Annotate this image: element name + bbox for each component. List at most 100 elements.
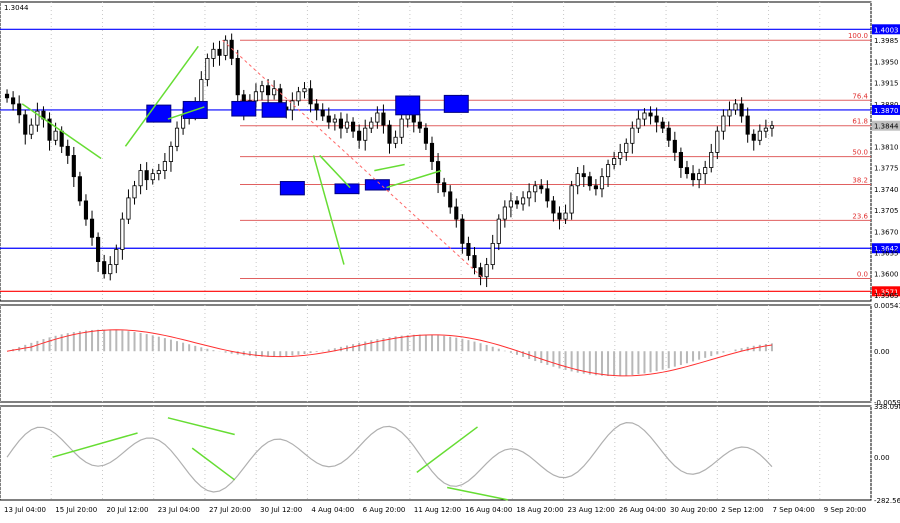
macd-bar — [297, 351, 299, 355]
candle-body — [18, 104, 21, 115]
candle-body — [716, 131, 719, 152]
macd-bar — [510, 351, 512, 353]
price-axis-label: 1.3670 — [874, 228, 899, 236]
candle-body — [746, 116, 749, 134]
macd-bar — [97, 330, 99, 352]
candle-body — [24, 115, 27, 134]
macd-bar — [304, 351, 306, 354]
fib-level-label: 38.2 — [852, 177, 868, 185]
candle-body — [266, 86, 269, 95]
macd-bar — [607, 351, 609, 376]
candle-body — [576, 174, 579, 186]
macd-bar — [558, 351, 560, 368]
macd-bar — [103, 330, 105, 352]
candle-body — [430, 143, 433, 161]
price-axis-label: 1.3915 — [874, 80, 899, 88]
candle-body — [594, 186, 597, 189]
candle-body — [260, 86, 263, 92]
macd-bar — [316, 351, 318, 352]
candle-body — [564, 213, 567, 219]
candle-body — [54, 131, 57, 140]
macd-bar — [631, 351, 633, 375]
macd-bar — [194, 346, 196, 351]
macd-bar — [358, 343, 360, 351]
macd-bar — [352, 344, 354, 351]
candle-body — [169, 146, 172, 161]
macd-bar — [704, 351, 706, 358]
macd-bar — [643, 351, 645, 373]
macd-bar — [692, 351, 694, 361]
price-axis-label: 1.3565 — [874, 292, 899, 300]
macd-bar — [91, 330, 93, 351]
candle-body — [133, 186, 136, 198]
candle-body — [424, 128, 427, 143]
macd-bar — [722, 351, 724, 352]
x-axis-label: 6 Aug 20:00 — [363, 506, 406, 514]
candle-body — [764, 128, 767, 131]
macd-bar — [735, 350, 737, 352]
candle-body — [206, 58, 209, 79]
macd-bar — [516, 351, 518, 355]
candle-body — [770, 126, 773, 128]
candle-body — [127, 198, 130, 219]
candle-body — [157, 171, 160, 174]
macd-bar — [467, 340, 469, 351]
candle-body — [376, 113, 379, 122]
macd-bar — [285, 351, 287, 356]
candle-body — [400, 119, 403, 137]
candle-body — [388, 125, 391, 143]
fib-level-label: 100.0 — [848, 32, 868, 40]
macd-bar — [425, 335, 427, 352]
candle-body — [84, 201, 87, 219]
macd-bar — [134, 332, 136, 351]
candle-body — [102, 262, 105, 274]
macd-bar — [121, 331, 123, 352]
candle-body — [673, 140, 676, 152]
candle-body — [60, 131, 63, 146]
macd-bar — [619, 351, 621, 376]
candle-body — [370, 122, 373, 128]
candle-body — [625, 143, 628, 152]
macd-bar — [310, 351, 312, 353]
candle-body — [455, 207, 458, 219]
candle-body — [175, 128, 178, 146]
macd-bar — [680, 351, 682, 365]
x-axis-label: 11 Aug 12:00 — [414, 506, 461, 514]
x-axis-label: 27 Jul 20:00 — [209, 506, 251, 514]
candle-body — [691, 174, 694, 180]
x-axis-label: 9 Sep 20:00 — [824, 506, 866, 514]
macd-bar — [662, 351, 664, 370]
candle-body — [619, 152, 622, 158]
cci-axis-label: 0.00 — [874, 454, 890, 462]
macd-bar — [328, 350, 330, 352]
candle-body — [497, 219, 500, 243]
macd-bar — [650, 351, 652, 372]
macd-bar — [206, 349, 208, 351]
candle-body — [200, 80, 203, 104]
candle-body — [272, 89, 275, 95]
cci-axis-label: -282.565 — [874, 497, 900, 505]
macd-bar — [370, 340, 372, 351]
signal-box — [147, 105, 171, 122]
price-axis-label: 1.3810 — [874, 143, 899, 151]
candle-body — [546, 189, 549, 201]
x-axis-label: 26 Aug 04:00 — [619, 506, 666, 514]
macd-bar — [146, 334, 148, 351]
macd-bar — [443, 336, 445, 351]
price-axis-label: 1.3950 — [874, 58, 899, 66]
macd-bar — [583, 351, 585, 373]
candle-body — [540, 186, 543, 189]
x-axis-label: 15 Jul 20:00 — [55, 506, 97, 514]
macd-bar — [200, 347, 202, 351]
price-axis-label: 1.3705 — [874, 207, 899, 215]
macd-axis-label: 0.00541 — [874, 302, 900, 310]
candle-body — [11, 98, 14, 104]
candle-body — [728, 110, 731, 116]
candle-body — [339, 119, 342, 128]
x-axis-label: 13 Jul 04:00 — [4, 506, 46, 514]
macd-bar — [140, 333, 142, 351]
macd-bar — [473, 342, 475, 352]
candle-body — [740, 104, 743, 116]
candle-body — [5, 94, 8, 98]
macd-bar — [480, 343, 482, 351]
